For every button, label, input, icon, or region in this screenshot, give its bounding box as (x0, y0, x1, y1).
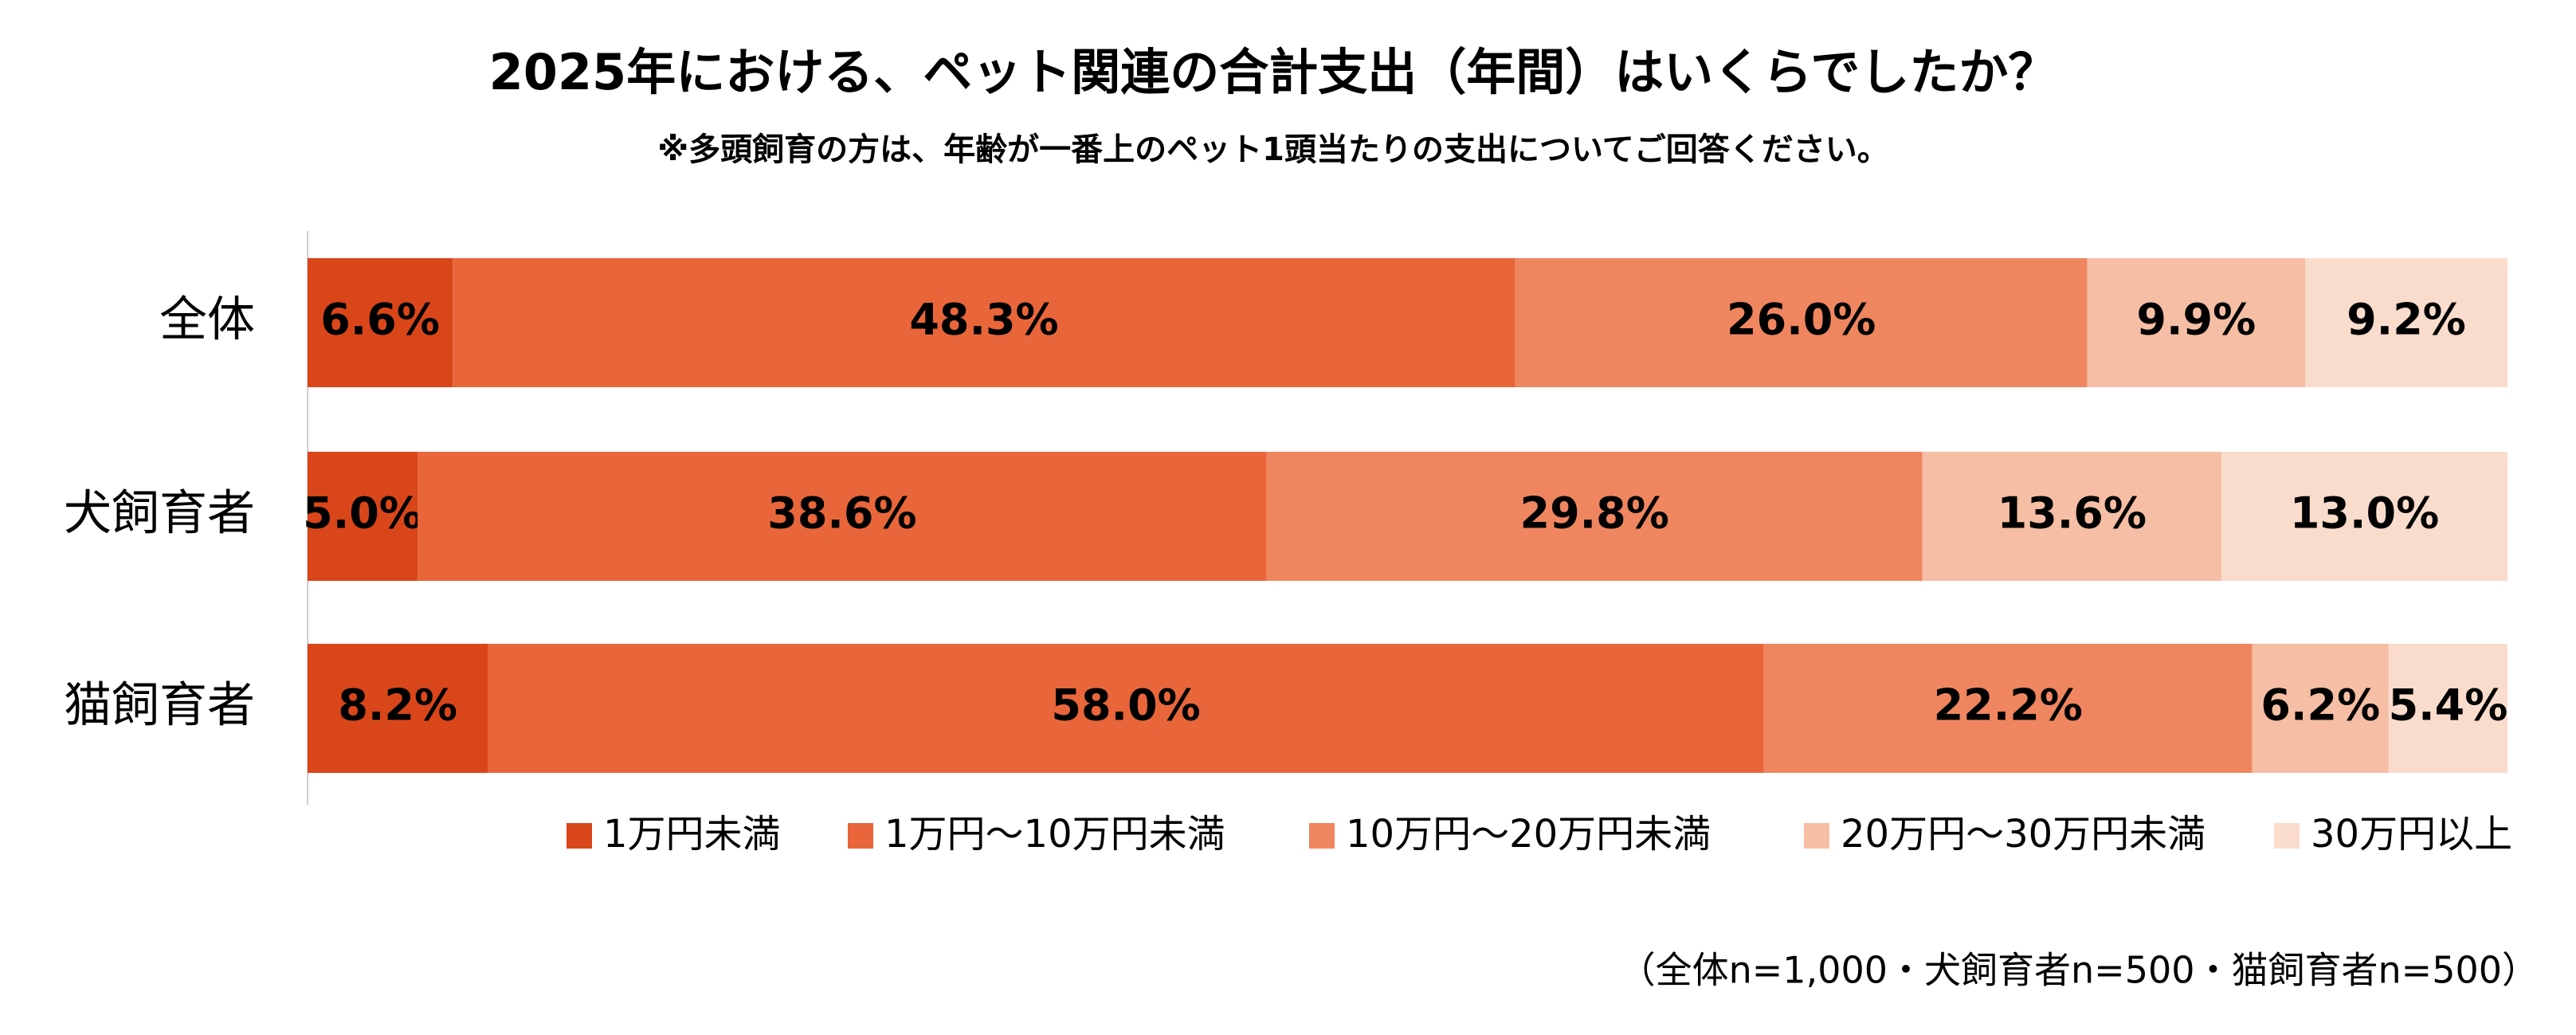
category-label: 犬飼育者 (64, 486, 255, 542)
data-label: 38.6% (767, 488, 916, 539)
data-label: 9.9% (2136, 295, 2256, 345)
legend-label: 1万円未満 (603, 812, 781, 857)
legend-label: 1万円～10万円未満 (884, 812, 1225, 857)
bar-segment (453, 258, 1515, 387)
legend-swatch (2274, 823, 2300, 849)
data-label: 48.3% (909, 295, 1058, 345)
data-label: 13.0% (2290, 488, 2439, 539)
bar-segment (1922, 452, 2222, 581)
note: （全体n=1,000・犬飼育者n=500・猫飼育者n=500） (1619, 949, 2539, 992)
bar-segment (2087, 258, 2305, 387)
bar-segment (308, 452, 418, 581)
bar-segment (2388, 644, 2507, 773)
data-label: 5.0% (303, 488, 422, 539)
legend-swatch (1804, 823, 1829, 849)
data-label: 22.2% (1934, 680, 2083, 731)
data-label: 6.6% (320, 295, 440, 345)
legend-swatch (848, 823, 873, 849)
bar-segment (418, 452, 1267, 581)
chart-title: 2025年における、ペット関連の合計支出（年間）はいくらでしたか？ (489, 43, 2058, 101)
data-label: 9.2% (2347, 295, 2466, 345)
data-label: 58.0% (1051, 680, 1200, 731)
legend-swatch (567, 823, 592, 849)
bar-segment (2304, 258, 2507, 387)
data-label: 26.0% (1727, 295, 1876, 345)
data-label: 13.6% (1998, 488, 2147, 539)
bar-segment (308, 258, 453, 387)
category-label: 猫飼育者 (64, 678, 255, 734)
legend-label: 30万円以上 (2311, 812, 2512, 857)
bar-segment (2252, 644, 2389, 773)
bar-segment (308, 644, 488, 773)
bar-segment (488, 644, 1764, 773)
bar-segment (1515, 258, 2088, 387)
bar-segment (1266, 452, 1923, 581)
legend-label: 20万円～30万円未満 (1841, 812, 2205, 857)
legend-swatch (1309, 823, 1335, 849)
bar-segment (2221, 452, 2507, 581)
chart-subtitle: ※多頭飼育の方は、年齢が一番上のペット1頭当たりの支出についてご回答ください。 (657, 131, 1889, 168)
bar-segment (1763, 644, 2253, 773)
data-label: 29.8% (1520, 488, 1669, 539)
data-label: 6.2% (2260, 680, 2380, 731)
data-label: 8.2% (338, 680, 457, 731)
category-label: 全体 (159, 292, 255, 348)
legend-label: 10万円～20万円未満 (1346, 812, 1711, 857)
data-label: 5.4% (2389, 680, 2508, 731)
